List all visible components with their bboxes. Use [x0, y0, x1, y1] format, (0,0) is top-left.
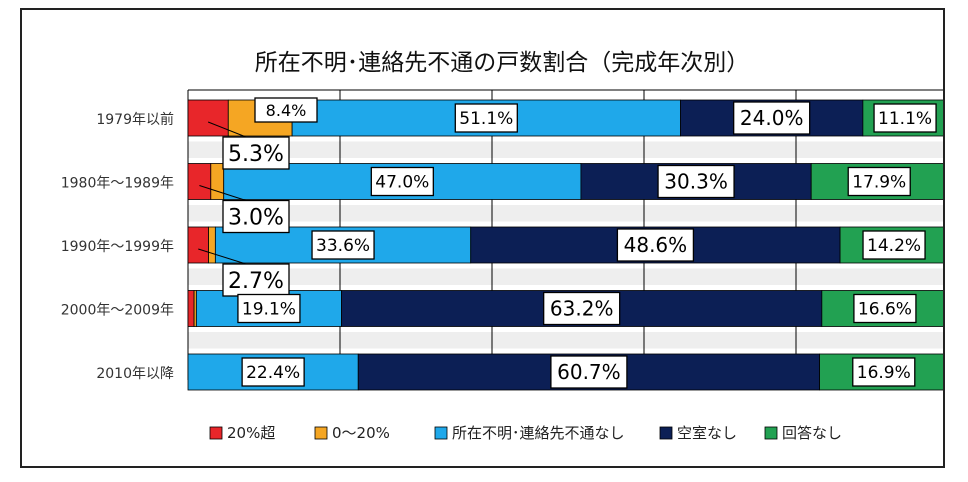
data-label-box	[311, 230, 375, 260]
category-label: 1979年以前	[96, 111, 174, 128]
data-label-box	[254, 97, 318, 123]
data-label-box	[853, 293, 917, 324]
data-label-box	[733, 101, 811, 135]
category-axis-labels: 1979年以前 1980年～1989年 1990年～1999年 2000年～2009年…	[61, 111, 174, 382]
chart-frame: 所在不明･連絡先不通の戸数割合（完成年次別） 1979年以前 1980年～1989…	[20, 8, 945, 468]
data-label: 47.0%	[375, 173, 429, 193]
category-label: 1990年～1999年	[61, 239, 174, 255]
data-label-box	[237, 293, 301, 324]
data-label: 14.2%	[867, 236, 921, 256]
data-label-box	[657, 164, 735, 199]
data-label-box	[543, 291, 621, 326]
legend: 20%超 0～20% 所在不明･連絡先不通なし 空室なし 回答なし	[209, 424, 842, 442]
legend-label: 空室なし	[677, 424, 737, 442]
legend-swatch	[764, 426, 778, 440]
data-label: 48.6%	[624, 233, 688, 257]
leader-line	[207, 121, 247, 138]
data-label: 30.3%	[664, 170, 728, 194]
legend-label: 20%超	[227, 424, 275, 442]
data-label: 3.0%	[228, 205, 284, 230]
leader-line	[199, 185, 247, 201]
data-label-box	[616, 228, 695, 262]
data-label: 8.4%	[266, 101, 307, 120]
data-label-box	[873, 103, 937, 133]
data-label: 19.1%	[242, 300, 296, 320]
leader-line	[198, 248, 247, 265]
category-label: 1980年～1989年	[61, 176, 174, 192]
bar-segment	[187, 290, 195, 327]
data-label: 60.7%	[557, 360, 621, 384]
plot-band	[188, 268, 943, 285]
category-label: 2010年以降	[96, 366, 174, 382]
data-label-box	[222, 136, 290, 170]
legend-swatch	[314, 426, 328, 440]
bar-segment	[187, 226, 209, 264]
data-label: 11.1%	[878, 109, 932, 129]
bar-segment	[187, 99, 229, 137]
data-label: 33.6%	[316, 236, 370, 256]
data-label: 24.0%	[740, 106, 804, 130]
legend-label: 0～20%	[332, 424, 390, 442]
data-label-box	[852, 357, 916, 387]
data-label: 16.6%	[858, 300, 912, 320]
chart-title: 所在不明･連絡先不通の戸数割合（完成年次別）	[255, 50, 750, 76]
bar-segment	[187, 163, 212, 200]
label-leader-lines	[198, 121, 247, 265]
data-label: 63.2%	[550, 297, 614, 321]
legend-swatch	[209, 426, 223, 440]
category-label: 2000年～2009年	[61, 303, 174, 319]
data-label-box	[862, 230, 926, 260]
data-label: 16.9%	[857, 363, 911, 383]
data-label-box	[847, 166, 911, 197]
data-label: 2.7%	[228, 269, 284, 294]
plot-band	[188, 332, 943, 349]
stacked-bar-chart: 所在不明･連絡先不通の戸数割合（完成年次別） 1979年以前 1980年～1989…	[61, 50, 943, 442]
data-label: 51.1%	[459, 109, 513, 129]
plot-band	[188, 205, 943, 222]
data-label-box	[454, 103, 518, 133]
data-label: 22.4%	[246, 363, 300, 383]
legend-label: 所在不明･連絡先不通なし	[452, 424, 625, 442]
plot-background	[188, 141, 943, 349]
legend-label: 回答なし	[782, 424, 842, 442]
data-label-box	[550, 355, 628, 389]
data-labels: 5.3% 8.4% 51.1% 24.0% 11.1% 3.0% 47.0% 30.3% 17.…	[222, 97, 937, 389]
data-label: 17.9%	[852, 173, 906, 193]
legend-swatch	[659, 426, 673, 440]
data-label-box	[241, 357, 305, 387]
bar-segment	[210, 163, 225, 200]
data-label-box	[222, 199, 290, 234]
bar-segment	[208, 226, 216, 264]
plot-band	[188, 141, 943, 158]
data-label: 5.3%	[228, 142, 284, 167]
data-label-box	[222, 263, 290, 297]
data-label-box	[370, 166, 434, 197]
legend-swatch	[434, 426, 448, 440]
